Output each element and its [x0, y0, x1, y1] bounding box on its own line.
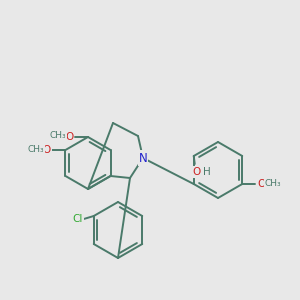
Text: CH₃: CH₃ [265, 179, 282, 188]
Text: CH₃: CH₃ [50, 131, 66, 140]
Text: O: O [257, 179, 266, 189]
Text: N: N [139, 152, 147, 164]
Text: CH₃: CH₃ [27, 145, 44, 154]
Text: O: O [42, 145, 51, 155]
Text: O: O [65, 132, 73, 142]
Text: O: O [193, 167, 201, 177]
Text: H: H [203, 167, 211, 177]
Text: Cl: Cl [73, 214, 83, 224]
